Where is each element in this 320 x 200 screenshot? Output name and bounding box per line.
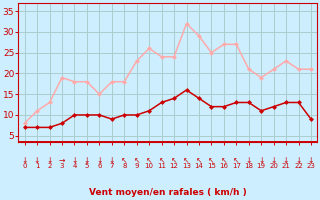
Text: ↓: ↓ — [258, 156, 264, 165]
Text: ↓: ↓ — [245, 156, 252, 165]
Text: ↓: ↓ — [71, 156, 78, 165]
Text: ↖: ↖ — [121, 156, 127, 165]
Text: ↓: ↓ — [108, 156, 115, 165]
Text: ↓: ↓ — [308, 156, 314, 165]
X-axis label: Vent moyen/en rafales ( km/h ): Vent moyen/en rafales ( km/h ) — [89, 188, 247, 197]
Text: ↖: ↖ — [196, 156, 202, 165]
Text: →: → — [59, 156, 65, 165]
Text: ↖: ↖ — [221, 156, 227, 165]
Text: ↖: ↖ — [133, 156, 140, 165]
Text: ↓: ↓ — [46, 156, 53, 165]
Text: ↓: ↓ — [295, 156, 302, 165]
Text: ↓: ↓ — [84, 156, 90, 165]
Text: ↖: ↖ — [158, 156, 165, 165]
Text: ↖: ↖ — [146, 156, 152, 165]
Text: ↓: ↓ — [283, 156, 289, 165]
Text: ↓: ↓ — [34, 156, 40, 165]
Text: ↖: ↖ — [171, 156, 177, 165]
Text: ↓: ↓ — [96, 156, 102, 165]
Text: ↓: ↓ — [270, 156, 277, 165]
Text: ↖: ↖ — [183, 156, 190, 165]
Text: ↖: ↖ — [233, 156, 239, 165]
Text: ↓: ↓ — [21, 156, 28, 165]
Text: ↖: ↖ — [208, 156, 215, 165]
